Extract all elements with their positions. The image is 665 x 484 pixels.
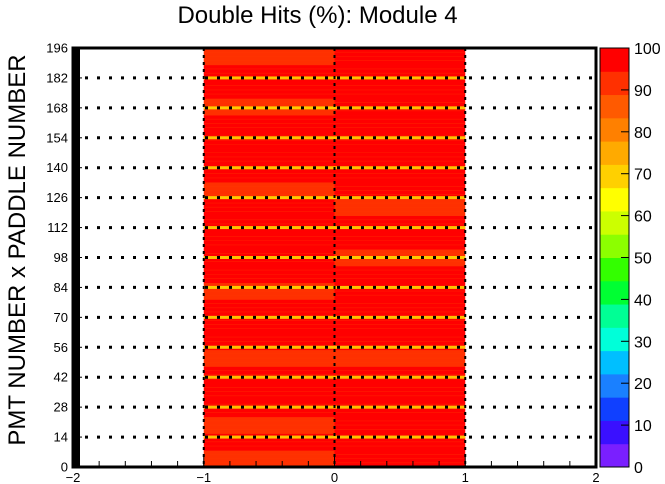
color-scale-swatch (600, 397, 629, 421)
y-tick-label: 154 (46, 130, 68, 145)
grid-highlight-band (203, 435, 466, 439)
color-scale-swatch (600, 164, 629, 189)
y-tick-label: 84 (54, 280, 68, 295)
color-scale-label: 0 (634, 460, 643, 477)
color-scale-swatch (600, 443, 629, 468)
y-tick-label: 14 (54, 430, 68, 445)
color-scale-label: 70 (634, 167, 652, 184)
y-tick-label: 28 (54, 400, 68, 415)
x-tick-label: −2 (66, 470, 81, 484)
color-scale-swatch (600, 373, 629, 398)
y-tick-label: 56 (54, 340, 68, 355)
y-tick-label: 196 (46, 41, 68, 56)
x-tick-label: 2 (592, 470, 599, 484)
color-scale-swatch (600, 280, 629, 305)
y-tick-label: 182 (46, 70, 68, 85)
color-scale-label: 50 (634, 251, 652, 268)
y-tick-label: 168 (46, 100, 68, 115)
y-axis-ticks: 0 14 28 42 56 70 84 98 112 126 140 154 168 182 196 (46, 41, 82, 475)
y-tick-label: 0 (61, 460, 68, 475)
color-scale-swatch (600, 71, 629, 96)
grid-highlight-band (203, 256, 466, 259)
x-tick-label: 1 (462, 470, 469, 484)
color-scale-label: 20 (634, 376, 652, 393)
color-scale-label: 100 (634, 41, 661, 58)
color-scale-swatch (600, 257, 629, 282)
y-tick-label: 126 (46, 190, 68, 205)
grid-highlight-band (203, 226, 466, 230)
y-tick-label: 70 (54, 310, 68, 325)
color-scale-swatch (600, 117, 629, 142)
color-scale-swatch (600, 141, 629, 165)
color-scale-swatch (600, 187, 629, 212)
color-scale-swatch (600, 304, 629, 328)
color-scale-swatch (600, 420, 629, 445)
grid-lines (73, 48, 596, 467)
y-tick-label: 98 (54, 250, 68, 265)
grid-highlight-band (203, 345, 466, 349)
color-scale-label: 90 (634, 83, 652, 100)
chart-title: Double Hits (%): Module 4 (177, 2, 458, 29)
color-scale-swatch (600, 210, 629, 235)
x-axis-ticks: −2 −1 0 1 2 (66, 455, 600, 484)
y-tick-label: 140 (46, 160, 68, 175)
grid-highlight-band (203, 136, 466, 140)
y-tick-label: 42 (54, 370, 68, 385)
grid-highlight-band (203, 315, 466, 319)
color-scale-swatch (600, 234, 629, 258)
color-scale-swatch (600, 48, 629, 72)
color-scale-swatch (600, 94, 629, 119)
color-scale-label: 10 (634, 418, 652, 435)
y-tick-label: 112 (47, 220, 68, 235)
color-scale-swatch (600, 350, 629, 375)
heatmap-cells (203, 48, 466, 468)
x-tick-label: 0 (331, 470, 338, 484)
color-scale-label: 80 (634, 125, 652, 142)
grid-highlight-band (203, 106, 466, 110)
color-scale: 0 10 20 30 40 50 60 70 80 90 100 (599, 41, 661, 477)
color-scale-swatch (600, 327, 629, 352)
color-scale-label: 30 (634, 334, 652, 351)
color-scale-label: 60 (634, 209, 652, 226)
color-scale-label: 40 (634, 292, 652, 309)
x-tick-label: −1 (196, 470, 211, 484)
